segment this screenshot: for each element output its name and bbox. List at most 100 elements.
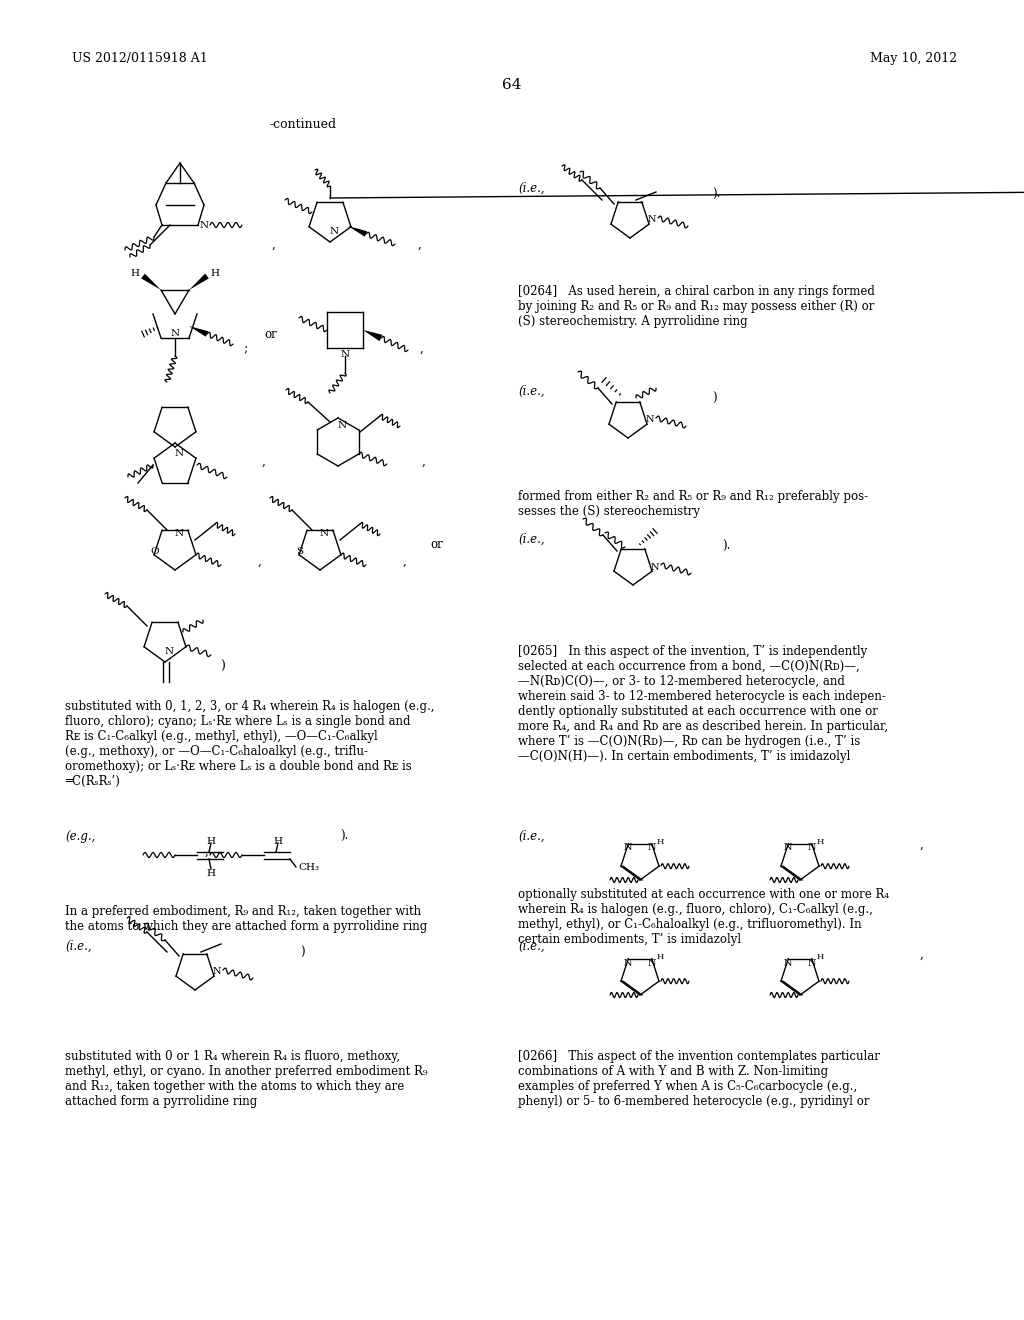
Text: (e.g., methoxy), or —O—C₁-C₆haloalkyl (e.g., triflu-: (e.g., methoxy), or —O—C₁-C₆haloalkyl (e… <box>65 744 368 758</box>
Text: ,: , <box>205 845 209 858</box>
Text: N: N <box>648 843 656 853</box>
Text: (i.e.,: (i.e., <box>65 940 91 953</box>
Text: ;: ; <box>244 342 248 355</box>
Text: formed from either R₂ and R₅ or R₉ and R₁₂ preferably pos-: formed from either R₂ and R₅ or R₉ and R… <box>518 490 868 503</box>
Text: H: H <box>656 838 664 846</box>
Text: H: H <box>211 269 219 279</box>
Text: H: H <box>207 837 215 846</box>
Text: ,: , <box>422 455 426 469</box>
Text: N: N <box>808 843 816 853</box>
Text: N: N <box>624 958 632 968</box>
Text: N: N <box>330 227 339 236</box>
Text: ).: ). <box>712 187 720 201</box>
Text: N: N <box>213 968 221 977</box>
Text: ): ) <box>300 946 304 960</box>
Text: H: H <box>816 838 823 846</box>
Text: ,: , <box>403 554 407 568</box>
Text: H: H <box>207 869 215 878</box>
Text: S: S <box>296 548 303 557</box>
Text: US 2012/0115918 A1: US 2012/0115918 A1 <box>72 51 208 65</box>
Polygon shape <box>189 273 209 290</box>
Text: selected at each occurrence from a bond, —C(O)N(Rᴅ)—,: selected at each occurrence from a bond,… <box>518 660 860 673</box>
Text: ).: ). <box>340 830 348 843</box>
Text: certain embodiments, T’ is imidazolyl: certain embodiments, T’ is imidazolyl <box>518 933 741 946</box>
Text: (i.e.,: (i.e., <box>518 385 545 399</box>
Text: attached form a pyrrolidine ring: attached form a pyrrolidine ring <box>65 1096 257 1107</box>
Text: or: or <box>430 539 442 550</box>
Text: methyl, ethyl), or C₁-C₆haloalkyl (e.g., trifluoromethyl). In: methyl, ethyl), or C₁-C₆haloalkyl (e.g.,… <box>518 917 861 931</box>
Text: wherein R₄ is halogen (e.g., fluoro, chloro), C₁-C₆alkyl (e.g.,: wherein R₄ is halogen (e.g., fluoro, chl… <box>518 903 872 916</box>
Text: wherein said 3- to 12-membered heterocycle is each indepen-: wherein said 3- to 12-membered heterocyc… <box>518 690 886 704</box>
Text: N: N <box>200 220 209 230</box>
Text: ): ) <box>220 660 225 673</box>
Text: ,: , <box>262 455 266 469</box>
Text: (i.e.,: (i.e., <box>518 830 545 843</box>
Text: phenyl) or 5- to 6-membered heterocycle (e.g., pyridinyl or: phenyl) or 5- to 6-membered heterocycle … <box>518 1096 869 1107</box>
Text: In a preferred embodiment, R₉ and R₁₂, taken together with: In a preferred embodiment, R₉ and R₁₂, t… <box>65 906 421 917</box>
Text: ,: , <box>258 554 262 568</box>
Text: substituted with 0 or 1 R₄ wherein R₄ is fluoro, methoxy,: substituted with 0 or 1 R₄ wherein R₄ is… <box>65 1049 400 1063</box>
Text: ,: , <box>920 838 924 851</box>
Text: ,: , <box>272 238 275 251</box>
Text: optionally substituted at each occurrence with one or more R₄: optionally substituted at each occurrenc… <box>518 888 889 902</box>
Text: [0265]   In this aspect of the invention, T’ is independently: [0265] In this aspect of the invention, … <box>518 645 867 657</box>
Text: (e.g.,: (e.g., <box>65 830 95 843</box>
Polygon shape <box>348 226 368 236</box>
Text: O: O <box>151 548 160 557</box>
Text: [0264]   As used herein, a chiral carbon in any rings formed: [0264] As used herein, a chiral carbon i… <box>518 285 874 298</box>
Text: or: or <box>264 327 276 341</box>
Text: (i.e.,: (i.e., <box>518 940 545 953</box>
Text: ═C(RₛRₛ’): ═C(RₛRₛ’) <box>65 775 120 788</box>
Text: —C(O)N(H)—). In certain embodiments, T’ is imidazolyl: —C(O)N(H)—). In certain embodiments, T’ … <box>518 750 850 763</box>
Text: N: N <box>165 648 173 656</box>
Text: (i.e.,: (i.e., <box>518 533 545 546</box>
Text: N: N <box>174 449 183 458</box>
Text: -continued: -continued <box>270 117 337 131</box>
Text: ,: , <box>418 238 422 251</box>
Text: sesses the (S) stereochemistry: sesses the (S) stereochemistry <box>518 506 700 517</box>
Text: N: N <box>783 958 793 968</box>
Text: combinations of A with Y and B with Z. Non-limiting: combinations of A with Y and B with Z. N… <box>518 1065 828 1078</box>
Text: N: N <box>340 350 349 359</box>
Text: oromethoxy); or Lₛ·Rᴇ where Lₛ is a double bond and Rᴇ is: oromethoxy); or Lₛ·Rᴇ where Lₛ is a doub… <box>65 760 412 774</box>
Text: —N(Rᴅ)C(O)—, or 3- to 12-membered heterocycle, and: —N(Rᴅ)C(O)—, or 3- to 12-membered hetero… <box>518 675 845 688</box>
Text: methyl, ethyl, or cyano. In another preferred embodiment R₉: methyl, ethyl, or cyano. In another pref… <box>65 1065 427 1078</box>
Text: fluoro, chloro); cyano; Lₛ·Rᴇ where Lₛ is a single bond and: fluoro, chloro); cyano; Lₛ·Rᴇ where Lₛ i… <box>65 715 411 729</box>
Text: the atoms to which they are attached form a pyrrolidine ring: the atoms to which they are attached for… <box>65 920 427 933</box>
Text: N: N <box>624 843 632 853</box>
Text: substituted with 0, 1, 2, 3, or 4 R₄ wherein R₄ is halogen (e.g.,: substituted with 0, 1, 2, 3, or 4 R₄ whe… <box>65 700 434 713</box>
Text: (S) stereochemistry. A pyrrolidine ring: (S) stereochemistry. A pyrrolidine ring <box>518 315 748 327</box>
Text: N: N <box>170 329 179 338</box>
Text: (i.e.,: (i.e., <box>518 182 545 195</box>
Text: May 10, 2012: May 10, 2012 <box>870 51 957 65</box>
Text: N: N <box>648 958 656 968</box>
Text: Rᴇ is C₁-C₆alkyl (e.g., methyl, ethyl), —O—C₁-C₆alkyl: Rᴇ is C₁-C₆alkyl (e.g., methyl, ethyl), … <box>65 730 378 743</box>
Text: H: H <box>273 837 283 846</box>
Text: N: N <box>646 416 654 425</box>
Text: [0266]   This aspect of the invention contemplates particular: [0266] This aspect of the invention cont… <box>518 1049 880 1063</box>
Text: N: N <box>808 958 816 968</box>
Text: more R₄, and R₄ and Rᴅ are as described herein. In particular,: more R₄, and R₄ and Rᴅ are as described … <box>518 719 888 733</box>
Text: ,: , <box>920 948 924 961</box>
Text: H: H <box>656 953 664 961</box>
Text: 64: 64 <box>502 78 522 92</box>
Text: CH₃: CH₃ <box>298 862 319 871</box>
Text: N: N <box>338 421 346 430</box>
Text: and R₁₂, taken together with the atoms to which they are: and R₁₂, taken together with the atoms t… <box>65 1080 404 1093</box>
Text: H: H <box>816 953 823 961</box>
Text: dently optionally substituted at each occurrence with one or: dently optionally substituted at each oc… <box>518 705 878 718</box>
Text: N: N <box>648 215 656 224</box>
Text: ,: , <box>420 342 424 355</box>
Text: N: N <box>783 843 793 853</box>
Text: H: H <box>130 269 139 279</box>
Polygon shape <box>189 326 208 337</box>
Polygon shape <box>362 330 382 341</box>
Text: N: N <box>319 529 329 539</box>
Text: ).: ). <box>722 540 730 553</box>
Text: examples of preferred Y when A is C₅-C₆carbocycle (e.g.,: examples of preferred Y when A is C₅-C₆c… <box>518 1080 857 1093</box>
Text: N: N <box>174 529 183 539</box>
Text: where T’ is —C(O)N(Rᴅ)—, Rᴅ can be hydrogen (i.e., T’ is: where T’ is —C(O)N(Rᴅ)—, Rᴅ can be hydro… <box>518 735 860 748</box>
Text: by joining R₂ and R₅ or R₉ and R₁₂ may possess either (R) or: by joining R₂ and R₅ or R₉ and R₁₂ may p… <box>518 300 874 313</box>
Text: N: N <box>651 562 659 572</box>
Text: ): ) <box>712 392 717 405</box>
